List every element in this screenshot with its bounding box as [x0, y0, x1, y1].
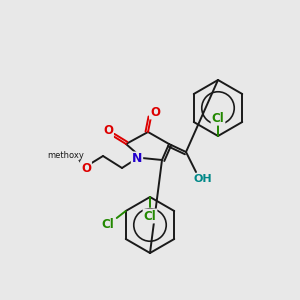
Text: Cl: Cl: [101, 218, 114, 230]
Text: OH: OH: [194, 174, 212, 184]
Text: methoxy: methoxy: [48, 151, 84, 160]
Text: O: O: [81, 161, 91, 175]
Text: O: O: [150, 106, 160, 118]
Text: Cl: Cl: [144, 209, 156, 223]
Text: N: N: [132, 152, 142, 166]
Text: Cl: Cl: [212, 112, 224, 124]
Text: O: O: [103, 124, 113, 137]
